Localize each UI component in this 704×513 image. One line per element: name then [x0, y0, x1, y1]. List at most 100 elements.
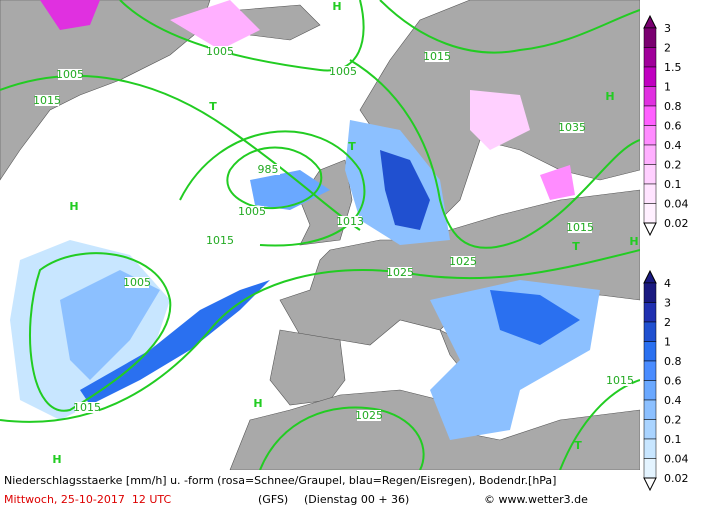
isobar-label: 1015	[73, 401, 101, 414]
isobar-label-box	[560, 122, 584, 133]
isobar	[349, 59, 640, 249]
isobar	[179, 130, 366, 247]
footer-credit: © www.wetter3.de	[484, 493, 588, 506]
rain-legend: 4 3 2 1 0.8 0.6 0.4 0.2 0.1 0.04 0.02	[643, 269, 689, 492]
isobar-label: 1025	[386, 266, 414, 279]
pressure-center: T	[572, 240, 580, 253]
footer-date: Mittwoch, 25-10-2017 12 UTC	[4, 493, 171, 506]
legend-label: 2	[664, 316, 671, 329]
rain-area	[60, 270, 160, 380]
legend-swatch	[643, 125, 657, 146]
isobar-label: 1025	[449, 255, 477, 268]
pressure-center: T	[574, 439, 582, 452]
legend-swatch	[643, 86, 657, 107]
pressure-center: H	[605, 90, 614, 103]
iberia	[269, 329, 346, 406]
legend-label: 3	[664, 297, 671, 310]
legend-swatch	[643, 302, 657, 323]
pressure-center: T	[348, 140, 356, 153]
legend-label: 1	[664, 336, 671, 349]
isobar-label-box	[240, 206, 264, 217]
legend-arrow	[643, 269, 657, 284]
legend-arrow	[643, 14, 657, 29]
legend-label: 0.8	[664, 355, 682, 368]
legend-label: 0.6	[664, 120, 682, 133]
legend-swatch	[643, 144, 657, 165]
legend-swatch	[643, 105, 657, 126]
legend-swatch	[643, 458, 657, 479]
legend-swatch	[643, 27, 657, 48]
legend-label: 0.8	[664, 100, 682, 113]
isobar-label-box	[35, 95, 59, 106]
isobar-label-box	[357, 410, 381, 421]
pressure-center: T	[209, 100, 217, 113]
isobar-label-box	[58, 69, 82, 80]
legend-swatch	[643, 360, 657, 381]
isobar-label-box	[256, 164, 280, 175]
footer	[0, 470, 640, 513]
rain-area	[250, 170, 330, 210]
legend-swatch	[643, 399, 657, 420]
isobar-label: 1005	[329, 65, 357, 78]
legend-label: 0.1	[664, 178, 682, 191]
isobar-label-box	[208, 46, 232, 57]
legend-swatch	[643, 164, 657, 185]
legend-swatch	[643, 203, 657, 224]
isobar-label-box	[75, 402, 99, 413]
legend-swatch	[643, 321, 657, 342]
legend-label: 0.2	[664, 159, 682, 172]
footer-model: (GFS)	[258, 493, 288, 506]
isobar-label-box	[331, 66, 355, 77]
isobar-label-box	[451, 256, 475, 267]
snow-area	[540, 165, 575, 200]
legend-arrow	[643, 222, 657, 237]
isobar-label: 1005	[123, 276, 151, 289]
isobar-label: 1013	[336, 215, 364, 228]
map	[0, 0, 640, 470]
isobar-label: 1015	[566, 221, 594, 234]
snow-legend: 3 2 1.5 1 0.8 0.6 0.4 0.2 0.1 0.04 0.02	[643, 14, 689, 237]
legend-swatch	[643, 282, 657, 303]
isobar	[226, 146, 323, 210]
isobar-label: 1015	[33, 94, 61, 107]
legend-swatch	[643, 47, 657, 68]
legend-swatch	[643, 419, 657, 440]
isobar-label: 1005	[206, 45, 234, 58]
isobar-label: 1005	[56, 68, 84, 81]
rain-core	[490, 290, 580, 345]
legend-label: 0.02	[664, 217, 689, 230]
rain-band	[80, 280, 270, 405]
isobar-label-box	[425, 51, 449, 62]
legend-label: 0.04	[664, 453, 689, 466]
isobar	[259, 406, 425, 470]
legend-swatch	[643, 183, 657, 204]
legend-label: 0.1	[664, 433, 682, 446]
isobar-label: 1015	[206, 234, 234, 247]
legend-label: 1	[664, 81, 671, 94]
snow-area	[470, 90, 530, 150]
pressure-center: H	[332, 0, 341, 13]
legend-swatch	[643, 341, 657, 362]
pressure-center: H	[69, 200, 78, 213]
legend-label: 2	[664, 42, 671, 55]
isobar-label: 985	[258, 163, 279, 176]
legend-label: 0.6	[664, 375, 682, 388]
legend-label: 0.02	[664, 472, 689, 485]
rain-core	[380, 150, 430, 230]
legend-label: 0.4	[664, 139, 682, 152]
isobar-label-box	[568, 222, 592, 233]
legend-label: 0.04	[664, 198, 689, 211]
isobar-label-box	[608, 375, 632, 386]
isobar-label-box	[125, 277, 149, 288]
legend-label: 4	[664, 277, 671, 290]
footer-description: Niederschlagsstaerke [mm/h] u. -form (ro…	[4, 474, 556, 487]
isobar-label-box	[388, 267, 412, 278]
isobar-label: 1025	[355, 409, 383, 422]
isobar-label-box	[338, 216, 362, 227]
isobar-label: 1015	[606, 374, 634, 387]
isobar-label: 1005	[238, 205, 266, 218]
snow-area	[40, 0, 100, 30]
pressure-center: H	[52, 453, 61, 466]
pressure-center: H	[629, 235, 638, 248]
